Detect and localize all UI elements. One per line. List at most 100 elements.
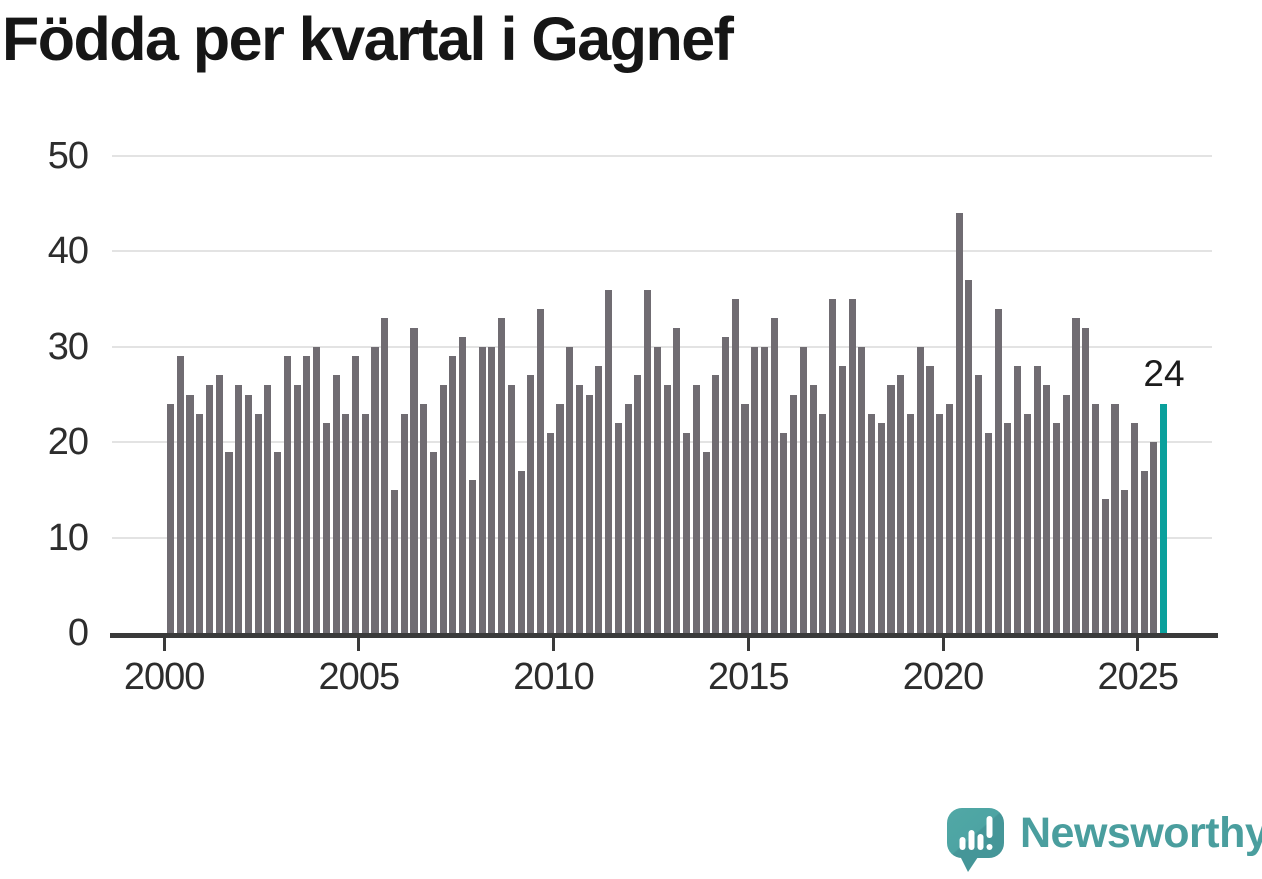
x-axis-tick <box>941 638 945 651</box>
bar <box>634 375 642 633</box>
bar <box>342 413 350 633</box>
bar <box>653 346 661 633</box>
bar <box>702 451 710 633</box>
bar <box>293 384 301 633</box>
bar <box>507 384 515 633</box>
bar <box>1043 384 1051 633</box>
highlight-bar <box>1160 404 1168 633</box>
bar <box>303 356 311 633</box>
bar <box>371 346 379 633</box>
bar <box>663 384 671 633</box>
bar <box>868 413 876 633</box>
x-axis-tick <box>552 638 556 651</box>
bar <box>848 299 856 633</box>
bar <box>780 432 788 633</box>
bar <box>721 337 730 633</box>
bar <box>556 404 564 633</box>
bar <box>478 346 486 633</box>
x-axis-line <box>110 633 1218 638</box>
bar <box>215 375 223 633</box>
bar <box>1062 394 1070 633</box>
bar <box>1121 489 1129 633</box>
bar <box>517 470 525 633</box>
gridline <box>112 155 1212 157</box>
bar <box>390 489 399 633</box>
bar <box>410 327 418 633</box>
bar <box>498 318 506 633</box>
bar <box>274 451 282 633</box>
y-axis-label: 20 <box>47 421 89 464</box>
bar <box>692 384 700 633</box>
bar <box>1053 423 1061 633</box>
bar <box>1150 442 1158 633</box>
bar <box>1130 423 1138 633</box>
gridline <box>112 536 1212 539</box>
bar <box>420 404 428 633</box>
bar <box>731 299 739 633</box>
bar <box>1140 470 1148 633</box>
bar <box>351 356 360 633</box>
x-axis-tick <box>162 638 166 651</box>
bar <box>906 413 915 633</box>
bar <box>624 404 632 633</box>
bar <box>332 375 340 633</box>
bar <box>283 356 291 633</box>
bar <box>829 299 837 633</box>
bar <box>916 346 924 633</box>
bar <box>196 413 204 633</box>
bar <box>429 451 437 633</box>
newsworthy-logo-icon <box>947 808 1004 872</box>
highlight-value-label: 24 <box>1143 353 1185 394</box>
bar <box>1014 365 1022 633</box>
bar <box>488 346 496 633</box>
bar <box>683 432 691 633</box>
bar <box>614 423 622 633</box>
bar <box>673 327 681 633</box>
bar <box>235 384 243 633</box>
bar <box>1101 499 1109 633</box>
bar <box>799 346 807 633</box>
bar <box>585 394 593 633</box>
x-axis-label: 2025 <box>1097 656 1179 698</box>
x-axis-tick <box>357 638 361 651</box>
x-axis-tick <box>1136 638 1140 651</box>
bar <box>459 337 467 633</box>
bar <box>167 404 175 633</box>
bar <box>468 480 476 633</box>
bar <box>186 394 194 633</box>
bar <box>994 308 1002 633</box>
bar <box>887 384 895 633</box>
bar <box>264 384 272 633</box>
y-axis-label: 50 <box>47 135 89 177</box>
bar <box>449 356 457 633</box>
x-axis-label: 2020 <box>902 656 985 698</box>
newsworthy-logo: Newsworthy <box>947 806 1262 874</box>
bar <box>858 346 866 633</box>
bar <box>897 375 905 633</box>
y-axis-label: 10 <box>47 516 89 559</box>
y-axis-label: 40 <box>47 230 89 273</box>
gridline <box>112 250 1212 253</box>
bar <box>605 289 613 633</box>
gridline <box>112 441 1212 444</box>
bar <box>926 365 934 633</box>
bar <box>1023 413 1031 633</box>
bar <box>225 451 233 633</box>
bar <box>244 394 252 633</box>
bar <box>819 413 827 633</box>
bar <box>205 384 214 633</box>
bar <box>527 375 535 633</box>
bar <box>254 413 262 633</box>
bar <box>361 413 369 633</box>
y-axis-label: 0 <box>67 612 89 654</box>
y-axis-label: 30 <box>47 325 89 368</box>
bar <box>400 413 408 633</box>
bar <box>595 365 603 633</box>
bar <box>381 318 389 633</box>
bar <box>322 423 330 633</box>
chart-title: Födda per kvartal i Gagnef <box>2 5 734 73</box>
bar <box>439 384 447 633</box>
bar <box>546 432 554 633</box>
